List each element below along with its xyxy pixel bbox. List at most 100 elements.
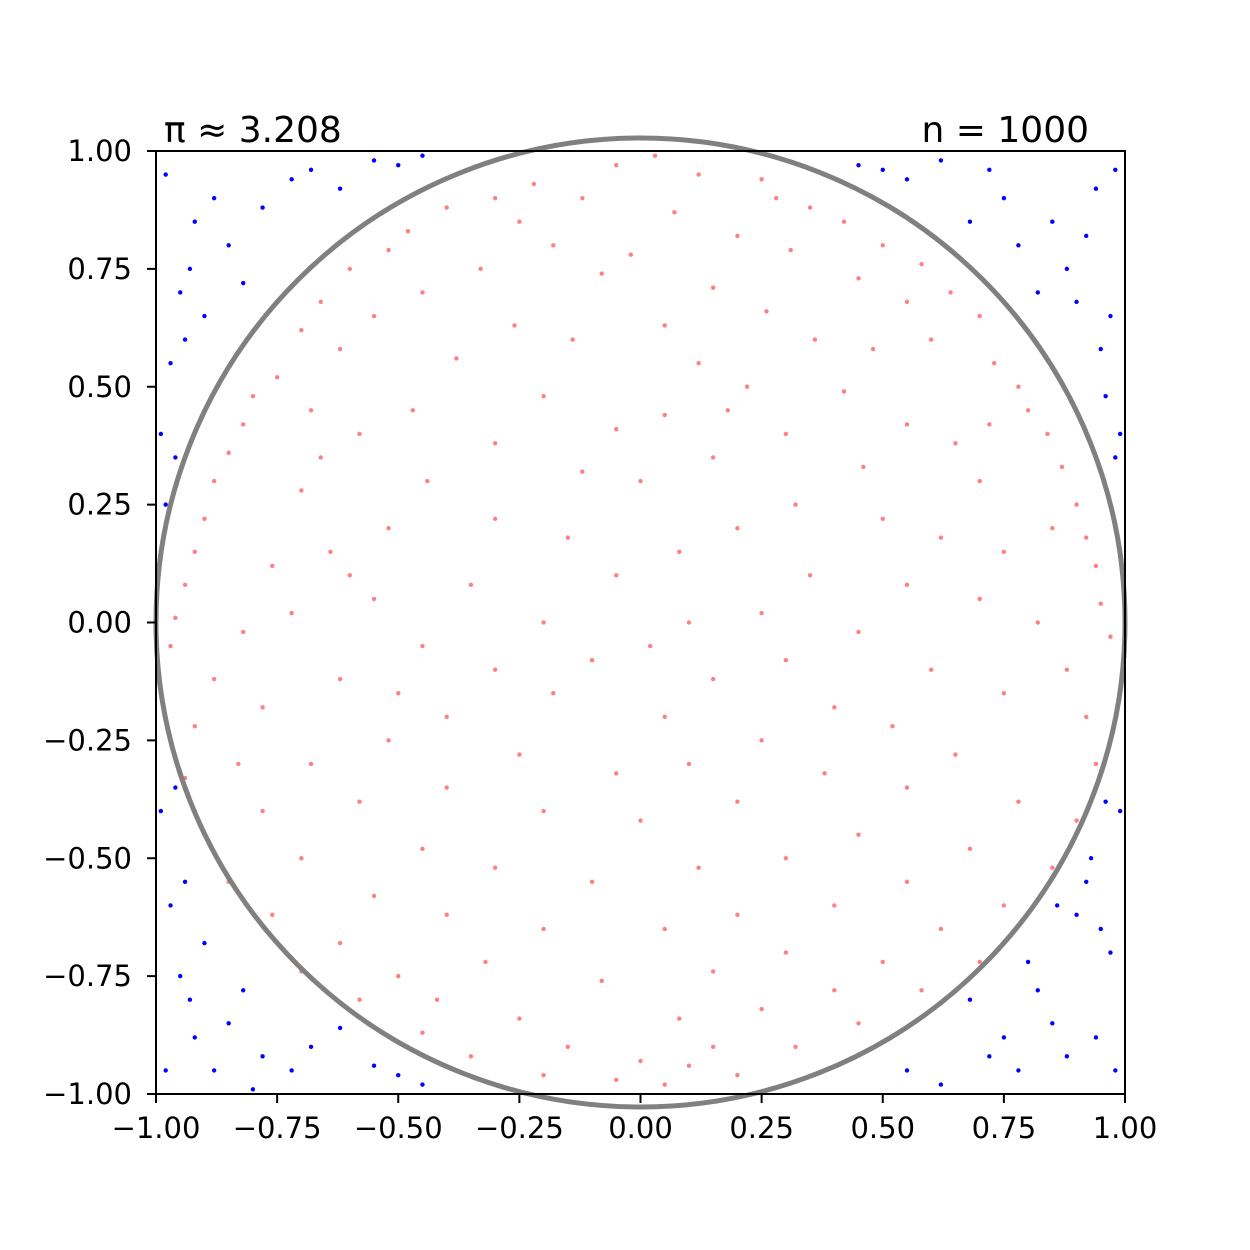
inside-point [182, 582, 188, 587]
pi-estimate-label: π ≈ 3.208 [164, 110, 342, 151]
inside-point [599, 271, 604, 276]
outside-point [904, 1068, 910, 1073]
inside-point [783, 950, 789, 955]
inside-point [662, 412, 667, 418]
outside-point [967, 219, 973, 224]
inside-point [192, 549, 197, 554]
outside-point [1001, 195, 1007, 201]
outside-point [371, 1063, 377, 1068]
outside-point [1074, 912, 1079, 918]
inside-point [677, 1016, 682, 1021]
outside-point [1093, 1035, 1099, 1040]
outside-point [856, 162, 861, 168]
inside-point [337, 346, 343, 352]
inside-point [938, 926, 944, 932]
inside-point [672, 210, 677, 215]
inside-point [1001, 691, 1007, 696]
inside-point [856, 629, 861, 635]
inside-point [420, 290, 425, 295]
outside-point [241, 988, 246, 993]
inside-point [662, 714, 667, 719]
inside-point [371, 313, 377, 319]
outside-point [1098, 926, 1103, 932]
outside-point [337, 1025, 343, 1031]
outside-point [1035, 988, 1040, 993]
inside-point [948, 290, 953, 295]
inside-point [517, 1016, 522, 1021]
inside-point [492, 195, 498, 201]
inside-point [396, 973, 401, 979]
outside-point [182, 337, 188, 342]
y-tick-label: −1.00 [43, 1077, 132, 1111]
inside-point [337, 940, 343, 946]
inside-point [260, 808, 265, 814]
inside-point [977, 959, 982, 965]
inside-point [565, 535, 571, 540]
inside-point [977, 478, 982, 484]
inside-point [405, 228, 411, 234]
outside-point [938, 158, 944, 163]
outside-point [158, 431, 164, 437]
outside-point [904, 177, 910, 182]
inside-point [744, 384, 750, 389]
outside-point [241, 280, 246, 286]
inside-point [856, 832, 861, 837]
inside-point [904, 299, 910, 305]
inside-point [226, 450, 231, 455]
inside-point [696, 360, 701, 366]
outside-point [289, 177, 294, 182]
inside-point [517, 219, 522, 224]
inside-point [856, 1021, 861, 1026]
inside-point [773, 195, 779, 201]
inside-point [1050, 865, 1055, 870]
inside-point [1093, 761, 1099, 767]
inside-point [880, 243, 885, 248]
outside-point [1064, 266, 1070, 272]
outside-point [420, 153, 425, 158]
inside-point [759, 610, 764, 616]
x-tick-label: 1.00 [1093, 1111, 1158, 1145]
inside-point [1093, 563, 1099, 569]
inside-point [570, 337, 575, 342]
outside-point [1084, 879, 1089, 885]
inside-point [880, 516, 885, 521]
inside-point [420, 1030, 425, 1035]
inside-point [444, 785, 449, 790]
inside-point [953, 441, 958, 446]
inside-point [710, 455, 716, 460]
inside-point [1035, 620, 1040, 625]
inside-point [357, 799, 362, 804]
outside-point [1117, 808, 1123, 814]
outside-point [182, 879, 188, 885]
outside-point [1117, 431, 1123, 437]
inside-point [1016, 384, 1021, 389]
inside-point [531, 181, 537, 187]
inside-point [444, 714, 449, 719]
outside-point [1113, 1068, 1118, 1073]
inside-point [628, 252, 634, 257]
outside-point [1113, 167, 1118, 173]
outside-point [1098, 346, 1103, 352]
inside-point [929, 667, 934, 672]
inside-point [308, 408, 314, 413]
inside-point [904, 879, 910, 885]
inside-point [614, 162, 619, 168]
inside-point [764, 309, 769, 314]
inside-point [551, 691, 556, 696]
inside-point [841, 219, 847, 224]
outside-point [396, 1072, 401, 1078]
inside-point [807, 205, 813, 210]
outside-point [1084, 233, 1089, 239]
inside-point [410, 408, 415, 413]
inside-point [483, 959, 488, 965]
outside-point [1108, 950, 1113, 955]
inside-point [614, 771, 619, 776]
inside-point [735, 233, 740, 239]
inside-point [541, 620, 546, 625]
outside-point [308, 1044, 314, 1050]
inside-point [977, 313, 982, 319]
outside-point [211, 195, 217, 201]
inside-point [1001, 549, 1007, 554]
